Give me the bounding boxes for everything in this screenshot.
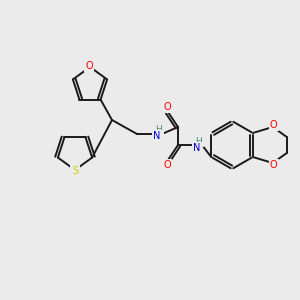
- Text: O: O: [163, 160, 171, 170]
- Text: O: O: [270, 120, 278, 130]
- Text: H: H: [196, 136, 202, 146]
- Text: S: S: [72, 166, 78, 176]
- Text: H: H: [156, 125, 162, 134]
- Text: N: N: [193, 143, 201, 153]
- Text: O: O: [85, 61, 93, 71]
- Text: O: O: [163, 102, 171, 112]
- Text: N: N: [153, 131, 161, 141]
- Text: O: O: [270, 160, 278, 170]
